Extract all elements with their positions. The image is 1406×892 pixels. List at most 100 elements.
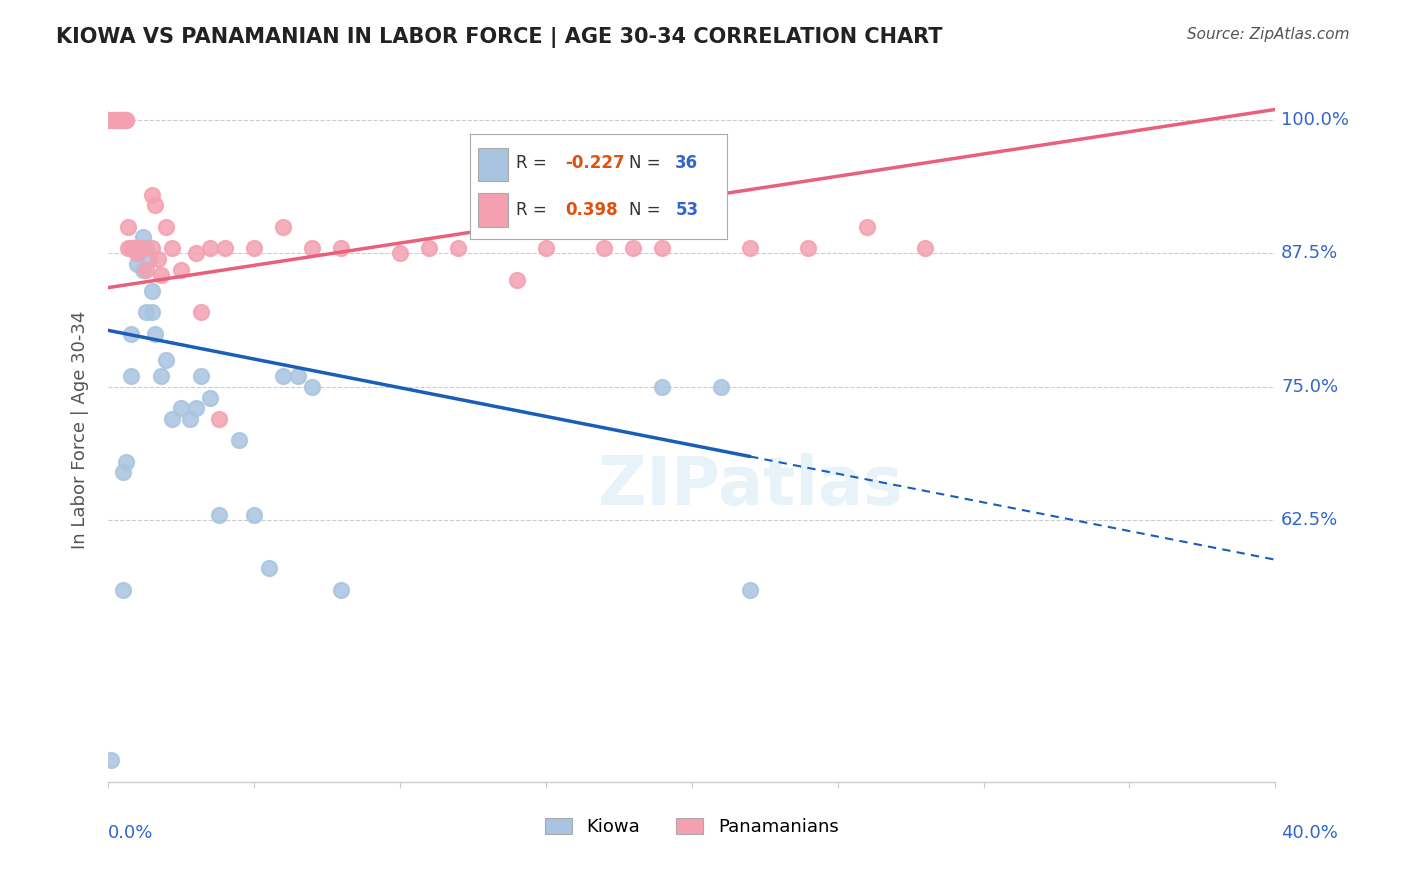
Point bbox=[141, 241, 163, 255]
Point bbox=[271, 219, 294, 234]
Point bbox=[111, 113, 134, 128]
Text: ZIPatlas: ZIPatlas bbox=[598, 453, 903, 519]
Point bbox=[208, 508, 231, 522]
Point bbox=[170, 262, 193, 277]
Point bbox=[141, 305, 163, 319]
Point bbox=[127, 246, 149, 260]
Point bbox=[120, 241, 142, 255]
Point bbox=[127, 257, 149, 271]
Point bbox=[122, 241, 145, 255]
Point bbox=[103, 113, 125, 128]
Point bbox=[621, 241, 644, 255]
Point bbox=[155, 353, 177, 368]
Text: Source: ZipAtlas.com: Source: ZipAtlas.com bbox=[1187, 27, 1350, 42]
Point bbox=[160, 412, 183, 426]
Point bbox=[257, 561, 280, 575]
Point bbox=[564, 219, 586, 234]
Point bbox=[797, 241, 820, 255]
Point bbox=[149, 369, 172, 384]
Point bbox=[388, 246, 411, 260]
Point bbox=[301, 241, 323, 255]
Point bbox=[117, 241, 139, 255]
Point bbox=[146, 252, 169, 266]
Point bbox=[477, 219, 499, 234]
Point bbox=[184, 401, 207, 416]
Point bbox=[108, 113, 131, 128]
Point bbox=[214, 241, 236, 255]
Text: 40.0%: 40.0% bbox=[1281, 824, 1339, 842]
Text: 75.0%: 75.0% bbox=[1281, 378, 1339, 396]
Point bbox=[160, 241, 183, 255]
Point bbox=[914, 241, 936, 255]
Point bbox=[135, 305, 157, 319]
Point bbox=[184, 246, 207, 260]
Point bbox=[271, 369, 294, 384]
Point bbox=[179, 412, 201, 426]
Point bbox=[149, 268, 172, 282]
Y-axis label: In Labor Force | Age 30-34: In Labor Force | Age 30-34 bbox=[72, 310, 89, 549]
Point bbox=[170, 401, 193, 416]
Point bbox=[190, 369, 212, 384]
Point bbox=[198, 241, 221, 255]
Text: KIOWA VS PANAMANIAN IN LABOR FORCE | AGE 30-34 CORRELATION CHART: KIOWA VS PANAMANIAN IN LABOR FORCE | AGE… bbox=[56, 27, 943, 48]
Legend: Kiowa, Panamanians: Kiowa, Panamanians bbox=[537, 810, 846, 843]
Text: 100.0%: 100.0% bbox=[1281, 112, 1350, 129]
Point bbox=[105, 113, 128, 128]
Point bbox=[97, 113, 120, 128]
Point bbox=[190, 305, 212, 319]
Point bbox=[141, 187, 163, 202]
Point bbox=[114, 454, 136, 468]
Point bbox=[135, 262, 157, 277]
Point bbox=[120, 326, 142, 341]
Point bbox=[330, 582, 353, 597]
Point bbox=[97, 113, 120, 128]
Point bbox=[132, 262, 155, 277]
Point bbox=[108, 113, 131, 128]
Point bbox=[593, 241, 616, 255]
Point bbox=[228, 434, 250, 448]
Point bbox=[111, 582, 134, 597]
Point bbox=[132, 241, 155, 255]
Point bbox=[143, 198, 166, 212]
Point bbox=[111, 113, 134, 128]
Point bbox=[100, 753, 122, 767]
Point bbox=[132, 230, 155, 244]
Point bbox=[135, 241, 157, 255]
Point bbox=[243, 241, 266, 255]
Point bbox=[141, 284, 163, 298]
Point bbox=[651, 380, 673, 394]
Text: 62.5%: 62.5% bbox=[1281, 511, 1339, 529]
Point bbox=[114, 113, 136, 128]
Point bbox=[243, 508, 266, 522]
Point bbox=[105, 113, 128, 128]
Point bbox=[301, 380, 323, 394]
Point bbox=[120, 369, 142, 384]
Point bbox=[651, 241, 673, 255]
Point bbox=[681, 219, 703, 234]
Point bbox=[710, 380, 733, 394]
Point bbox=[138, 252, 160, 266]
Point bbox=[127, 246, 149, 260]
Point bbox=[505, 273, 527, 287]
Point bbox=[122, 241, 145, 255]
Point bbox=[198, 391, 221, 405]
Point bbox=[155, 219, 177, 234]
Text: 87.5%: 87.5% bbox=[1281, 244, 1339, 262]
Point bbox=[114, 113, 136, 128]
Point bbox=[97, 113, 120, 128]
Point bbox=[447, 241, 470, 255]
Point bbox=[103, 113, 125, 128]
Point bbox=[855, 219, 877, 234]
Point bbox=[208, 412, 231, 426]
Text: 0.0%: 0.0% bbox=[108, 824, 153, 842]
Point bbox=[330, 241, 353, 255]
Point bbox=[418, 241, 440, 255]
Point bbox=[287, 369, 309, 384]
Point bbox=[738, 582, 761, 597]
Point bbox=[127, 241, 149, 255]
Point bbox=[738, 241, 761, 255]
Point bbox=[117, 219, 139, 234]
Point bbox=[111, 465, 134, 479]
Point bbox=[534, 241, 557, 255]
Point bbox=[143, 326, 166, 341]
